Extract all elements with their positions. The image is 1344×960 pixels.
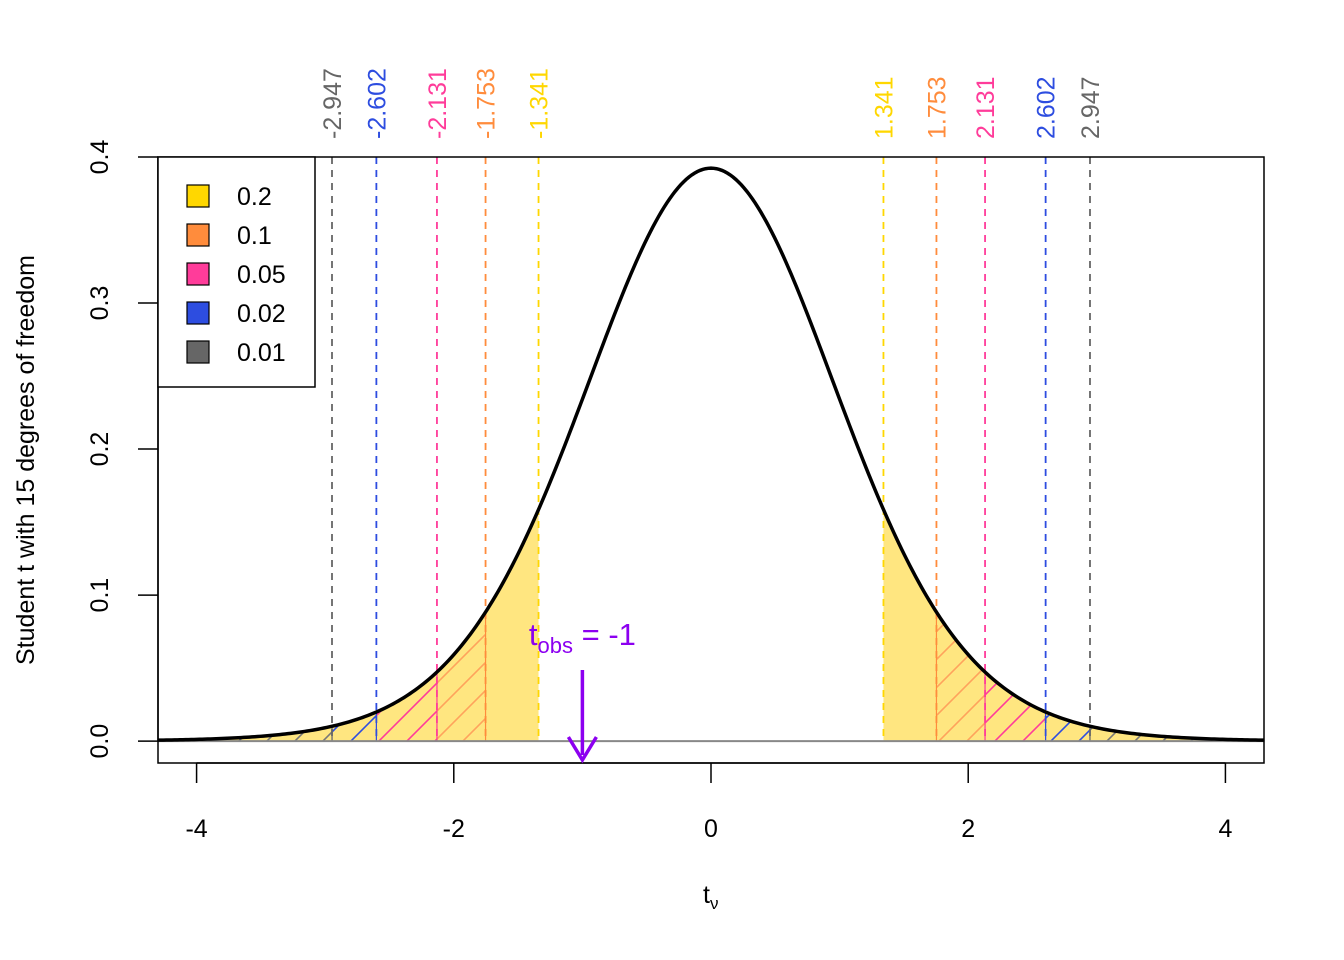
- legend-swatch: [186, 223, 210, 247]
- y-tick-label: 0.2: [86, 432, 114, 467]
- critical-value-label: -2.602: [363, 68, 391, 139]
- critical-lines: [331, 157, 1091, 742]
- legend-swatch: [186, 301, 210, 325]
- x-tick-label: 4: [1218, 815, 1232, 843]
- x-tick-label: 0: [704, 815, 718, 843]
- critical-value-labels: -1.341 1.341 -1.753 1.753 -2.131 2.131 -2.602 2…: [319, 68, 1105, 139]
- tail-hatch-right: [935, 610, 986, 742]
- density-curve-group: [157, 166, 1265, 743]
- x-tick-label: 2: [961, 815, 975, 843]
- critical-value-label: 2.602: [1033, 76, 1061, 139]
- critical-value-label: -2.131: [424, 68, 452, 139]
- critical-value-label: -2.947: [319, 68, 347, 139]
- legend-label: 0.1: [237, 222, 272, 250]
- critical-value-label: -1.753: [473, 68, 501, 139]
- plot-frame: [157, 156, 1265, 764]
- tail-fill-right: [883, 509, 937, 742]
- tail-fill-left: [485, 509, 539, 742]
- legend-label: 0.01: [237, 339, 286, 367]
- tail-fills: [157, 509, 1265, 742]
- legend-swatch: [186, 262, 210, 286]
- critical-value-label: 2.947: [1077, 76, 1105, 139]
- observed-arrow-head: [566, 736, 598, 764]
- critical-value-label: -1.341: [526, 68, 554, 139]
- x-axis-label-main: t: [703, 881, 710, 909]
- x-tick-label: -2: [443, 815, 465, 843]
- legend-label: 0.05: [237, 261, 286, 289]
- legend-label: 0.2: [237, 183, 272, 211]
- y-tick-label: 0.3: [86, 286, 114, 321]
- tail-hatch-left: [436, 610, 487, 742]
- critical-value-label: 2.131: [972, 76, 1000, 139]
- y-axis-label: Student t with 15 degrees of freedom: [12, 255, 40, 665]
- y-tick-label: 0.4: [86, 140, 114, 175]
- legend-box: [157, 156, 316, 388]
- axes: -4 -2 0 2 4 0.0 0.1 0.2 0.3 0.4: [86, 140, 1232, 843]
- x-axis-label: tν: [703, 881, 718, 913]
- legend-swatch: [186, 184, 210, 208]
- observed-label: tobs = -1: [529, 617, 636, 658]
- legend: 0.2 0.1 0.05 0.02 0.01: [157, 156, 316, 388]
- y-tick-label: 0.1: [86, 578, 114, 613]
- legend-swatch: [186, 340, 210, 364]
- legend-label: 0.02: [237, 300, 286, 328]
- critical-value-label: 1.341: [870, 76, 898, 139]
- observed-marker: tobs = -1: [529, 617, 636, 764]
- x-tick-label: -4: [185, 815, 207, 843]
- y-tick-label: 0.0: [86, 724, 114, 759]
- density-curve: [157, 166, 1265, 742]
- x-axis-label-sub: ν: [710, 894, 719, 913]
- critical-value-label: 1.753: [923, 76, 951, 139]
